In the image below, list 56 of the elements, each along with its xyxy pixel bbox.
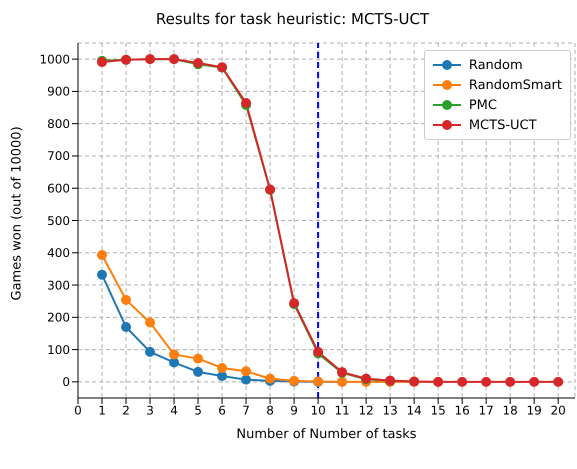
legend-label: Random bbox=[468, 58, 523, 72]
y-tick-label: 500 bbox=[47, 214, 70, 228]
x-tick-label: 17 bbox=[478, 404, 494, 418]
x-tick-label: 16 bbox=[454, 404, 470, 418]
x-axis-title: Number of Number of tasks bbox=[236, 427, 417, 442]
y-tick-label: 800 bbox=[47, 116, 70, 131]
point bbox=[529, 376, 540, 387]
point bbox=[121, 322, 132, 332]
x-tick-label: 10 bbox=[310, 404, 326, 418]
point bbox=[121, 294, 132, 305]
x-tick-label: 12 bbox=[358, 404, 374, 418]
x-tick-label: 2 bbox=[122, 404, 130, 418]
x-tick-label: 9 bbox=[290, 404, 298, 418]
point bbox=[97, 270, 108, 280]
x-tick-label: 6 bbox=[218, 404, 226, 418]
y-tick-label: 300 bbox=[47, 278, 70, 292]
x-tick-label: 14 bbox=[406, 404, 422, 418]
legend-label: PMC bbox=[468, 98, 497, 112]
chart-title: Results for task heuristic: MCTS-UCT bbox=[154, 9, 430, 30]
x-tick-label: 15 bbox=[430, 404, 446, 418]
x-tick-label: 20 bbox=[550, 404, 566, 418]
point bbox=[169, 349, 180, 360]
legend-label: RandomSmart bbox=[468, 78, 562, 92]
y-tick-label: 400 bbox=[47, 246, 70, 260]
x-tick-label: 18 bbox=[502, 404, 518, 418]
y-tick-label: 700 bbox=[47, 149, 70, 164]
y-tick-label: 1000 bbox=[39, 52, 70, 66]
x-tick-label: 11 bbox=[334, 404, 350, 418]
point bbox=[241, 374, 252, 385]
point bbox=[145, 317, 156, 328]
x-tick-label: 4 bbox=[170, 404, 178, 418]
x-tick-label: 1 bbox=[98, 404, 106, 418]
x-tick-label: 8 bbox=[266, 404, 274, 418]
point bbox=[97, 250, 108, 260]
point bbox=[193, 354, 204, 364]
x-tick-label: 13 bbox=[382, 404, 398, 418]
y-tick-label: 900 bbox=[47, 84, 70, 99]
x-tick-label: 19 bbox=[526, 404, 542, 418]
y-tick-label: 600 bbox=[47, 181, 70, 196]
y-tick-label: 100 bbox=[47, 342, 70, 357]
point bbox=[505, 376, 516, 387]
x-tick-label: 5 bbox=[194, 404, 202, 418]
point bbox=[193, 366, 204, 377]
y-axis-title: Games won (out of 10000) bbox=[10, 126, 25, 300]
point bbox=[481, 376, 492, 387]
y-tick-label: 0 bbox=[62, 375, 70, 390]
point bbox=[145, 346, 156, 357]
legend-label: MCTS-UCT bbox=[468, 118, 537, 132]
point bbox=[553, 376, 564, 387]
point bbox=[241, 366, 252, 376]
y-tick-label: 200 bbox=[47, 310, 70, 325]
x-tick-label: 7 bbox=[242, 404, 250, 418]
x-tick-label: 0 bbox=[74, 404, 82, 418]
point bbox=[457, 376, 468, 387]
point bbox=[217, 362, 228, 373]
x-tick-label: 3 bbox=[146, 404, 154, 418]
